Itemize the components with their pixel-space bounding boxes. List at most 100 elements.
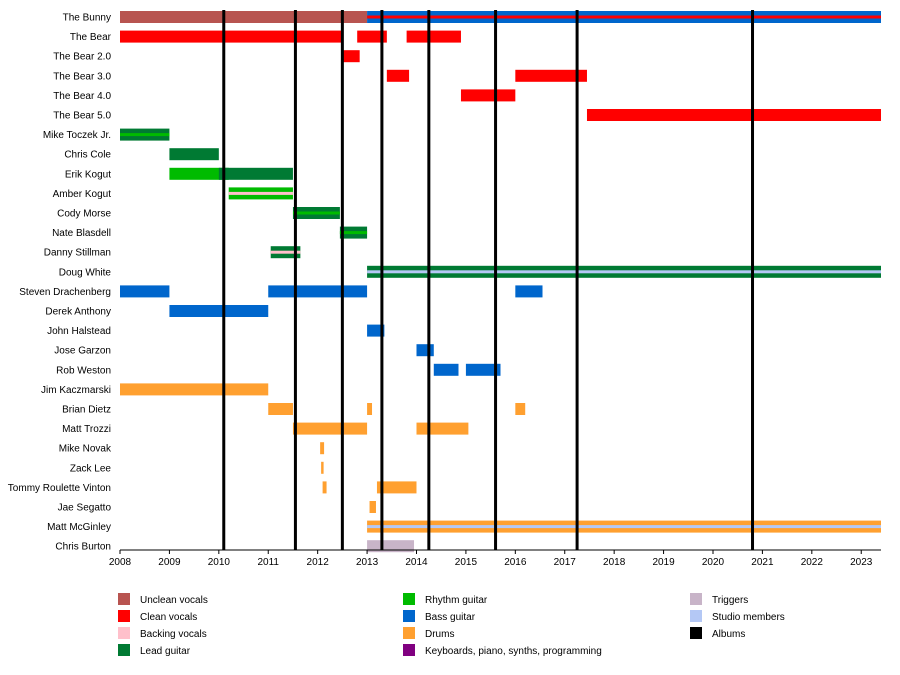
bar-matt-trozzi-1 [292,422,368,435]
x-tick-label-2015: 2015 [455,557,478,568]
member-label-jae-segatto: Jae Segatto [58,503,112,514]
x-tick-label-2009: 2009 [158,557,181,568]
bar-the-bear-3-0-2 [515,69,587,82]
legend-swatch-triggers [690,593,702,605]
legend-swatch-drums [403,627,415,639]
bar-tommy-roulette-vinton-1 [322,481,327,494]
x-tick-label-2016: 2016 [504,557,527,568]
member-label-mike-toczek-jr: Mike Toczek Jr. [43,130,111,141]
x-tick-label-2022: 2022 [801,557,824,568]
legend-label-unclean-vocals: Unclean vocals [140,595,208,606]
bar-rob-weston-2 [465,363,501,376]
legend-label-backing-vocals: Backing vocals [140,629,207,640]
member-label-john-halstead: John Halstead [47,326,111,337]
bar-rob-weston-1 [433,363,459,376]
bar-steven-drachenberg-3 [515,285,543,298]
member-label-jose-garzon: Jose Garzon [54,346,111,357]
bar-the-bunny-1 [120,11,368,23]
bar-the-bear-1 [120,30,343,43]
member-label-chris-cole: Chris Cole [64,150,111,161]
member-label-the-bear: The Bear [70,32,112,43]
bar-steven-drachenberg-2 [268,285,368,298]
member-labels: The Bunny The Bear The Bear 2.0 The Bear 3.… [8,13,112,553]
legend-swatch-bass-guitar [403,610,415,622]
x-tick-label-2017: 2017 [554,557,577,568]
legend-label-bass-guitar: Bass guitar [425,612,476,623]
bar-accent-the-bunny-2 [367,15,882,19]
album-lines [222,10,755,550]
member-label-amber-kogut: Amber Kogut [53,189,112,200]
bar-steven-drachenberg-1 [120,285,170,298]
legend-label-clean-vocals: Clean vocals [140,612,197,623]
bar-accent-cody-morse-1 [292,211,340,215]
member-label-zack-lee: Zack Lee [70,463,112,474]
member-label-cody-morse: Cody Morse [57,209,111,220]
member-label-brian-dietz: Brian Dietz [62,405,111,416]
legend-label-studio-members: Studio members [712,612,785,623]
bar-the-bear-5-0-1 [586,109,881,121]
legend-swatch-clean-vocals [118,610,130,622]
member-label-nate-blasdell: Nate Blasdell [52,228,111,239]
legend-swatch-unclean-vocals [118,593,130,605]
bar-accent-mike-toczek-jr-1 [120,133,170,137]
member-label-doug-white: Doug White [59,267,112,278]
bar-brian-dietz-2 [367,403,373,415]
legend-swatch-backing-vocals [118,627,130,639]
x-tick-label-2013: 2013 [356,557,379,568]
bar-accent-matt-mcginley-1 [367,525,882,529]
x-tick-label-2019: 2019 [652,557,675,568]
legend-label-lead-guitar: Lead guitar [140,646,191,657]
member-label-tommy-roulette-vinton: Tommy Roulette Vinton [8,483,111,494]
legend-swatch-keyboards-piano-synths-programming [403,644,415,656]
bar-brian-dietz-1 [268,403,293,415]
member-label-the-bear-3-0: The Bear 3.0 [53,71,111,82]
member-bars [120,11,882,553]
bar-brian-dietz-3 [515,403,526,415]
x-tick-label-2023: 2023 [850,557,873,568]
bar-jae-segatto-1 [369,501,376,513]
bar-tommy-roulette-vinton-2 [376,481,417,494]
member-label-derek-anthony: Derek Anthony [45,307,111,318]
bar-chris-burton-1 [367,540,415,553]
bar-the-bear-3 [406,30,461,43]
member-label-the-bunny: The Bunny [63,13,111,24]
bar-john-halstead-1 [367,324,385,337]
member-label-rob-weston: Rob Weston [56,365,111,376]
bar-derek-anthony-1 [169,305,269,317]
bar-chris-cole-1 [169,148,219,161]
bar-matt-trozzi-2 [416,422,469,435]
member-label-steven-drachenberg: Steven Drachenberg [19,287,111,298]
bar-the-bear-4-0-1 [460,89,516,102]
bar-erik-kogut-1 [169,167,229,180]
member-label-matt-mcginley: Matt McGinley [47,522,111,533]
member-label-danny-stillman: Danny Stillman [44,248,111,259]
x-tick-label-2010: 2010 [208,557,231,568]
member-label-the-bear-2-0: The Bear 2.0 [53,52,111,63]
member-label-jim-kaczmarski: Jim Kaczmarski [41,385,111,396]
bar-accent-danny-stillman-1 [270,250,301,254]
legend-label-drums: Drums [425,629,454,640]
legend-label-triggers: Triggers [712,595,748,606]
bar-accent-doug-white-1 [367,270,882,274]
member-label-matt-trozzi: Matt Trozzi [62,424,111,435]
bar-the-bear-2-0-1 [342,50,360,63]
legend-swatch-rhythm-guitar [403,593,415,605]
bar-accent-amber-kogut-1 [228,191,293,195]
x-tick-label-2014: 2014 [405,557,428,568]
legend-label-rhythm-guitar: Rhythm guitar [425,595,488,606]
bar-erik-kogut-2 [218,167,293,180]
bar-jose-garzon-1 [416,344,434,357]
member-label-mike-novak: Mike Novak [59,444,112,455]
legend-label-albums: Albums [712,629,745,640]
bar-the-bear-2 [357,30,387,43]
x-tick-label-2012: 2012 [307,557,330,568]
x-axis: 2008 2009 2010 2011 2012 2013 2014 2015 2016 2017… [109,549,881,568]
x-tick-label-2008: 2008 [109,557,132,568]
member-label-erik-kogut: Erik Kogut [65,169,111,180]
x-tick-label-2021: 2021 [751,557,774,568]
bar-zack-lee-1 [321,461,324,474]
member-label-the-bear-4-0: The Bear 4.0 [53,91,111,102]
x-tick-label-2018: 2018 [603,557,626,568]
